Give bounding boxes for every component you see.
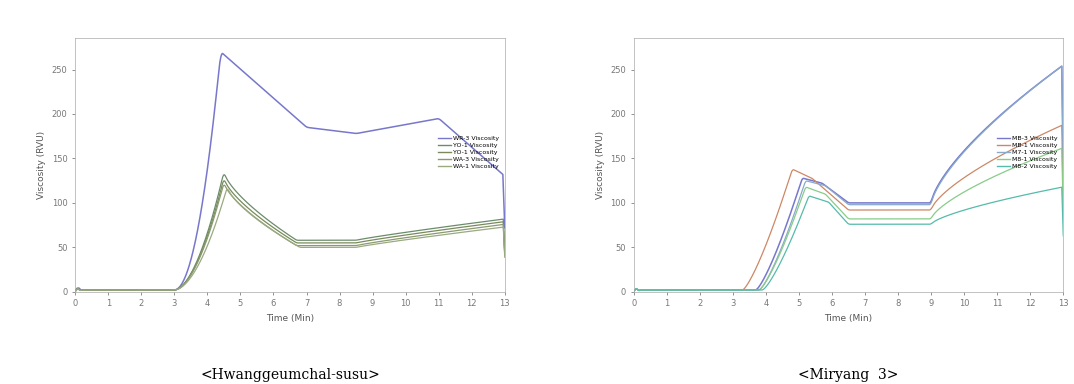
Y-axis label: Viscosity (RVU): Viscosity (RVU) <box>38 131 46 199</box>
Legend: MB-3 Viscosity, MB-1 Viscosity, M7-1 Viscosity, M8-1 Viscosity, M8-2 Viscosity: MB-3 Viscosity, MB-1 Viscosity, M7-1 Vis… <box>995 133 1060 172</box>
Y-axis label: Viscosity (RVU): Viscosity (RVU) <box>596 131 605 199</box>
Text: <Hwanggeumchal-susu>: <Hwanggeumchal-susu> <box>200 368 380 382</box>
Legend: WR-3 Viscosity, YO-1 Viscosity, YO-1 Viscosity, WA-3 Viscosity, WA-1 Viscosity: WR-3 Viscosity, YO-1 Viscosity, YO-1 Vis… <box>436 133 502 172</box>
Text: <Miryang  3>: <Miryang 3> <box>798 368 899 382</box>
X-axis label: Time (Min): Time (Min) <box>266 314 314 323</box>
X-axis label: Time (Min): Time (Min) <box>825 314 872 323</box>
